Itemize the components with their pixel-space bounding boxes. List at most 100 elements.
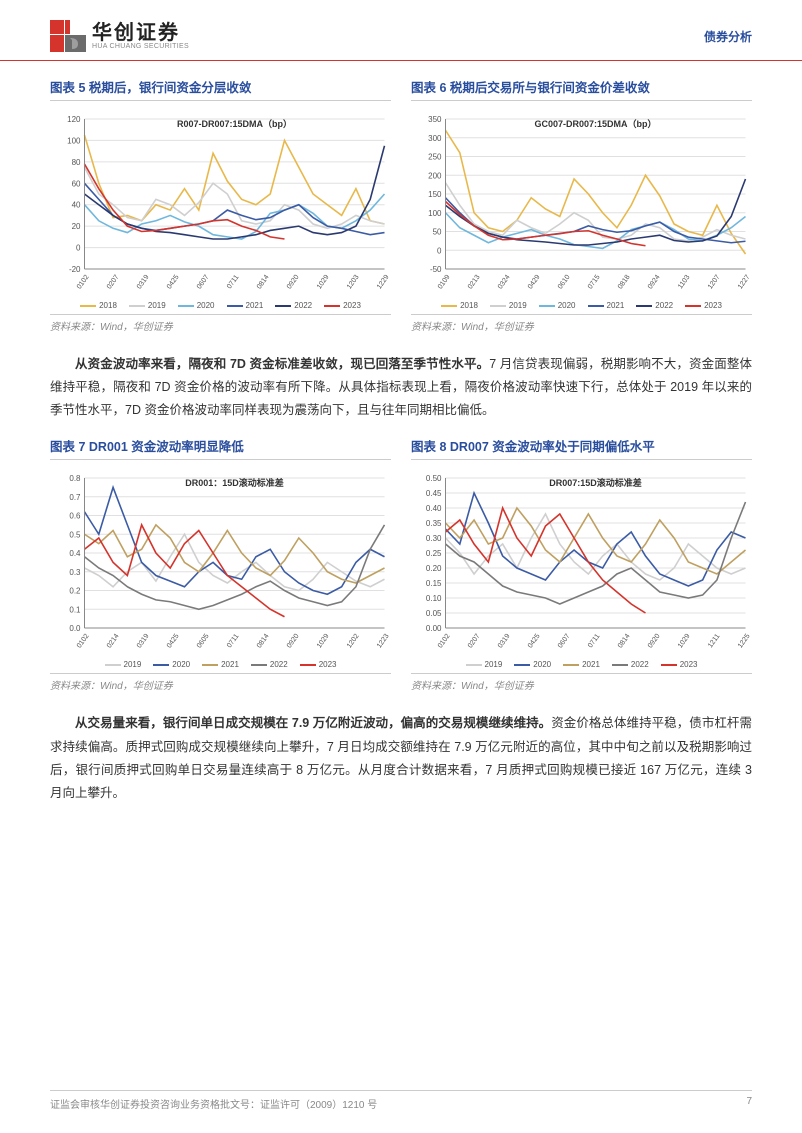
legend-swatch [105, 664, 121, 666]
svg-text:0.2: 0.2 [69, 587, 81, 596]
legend-swatch [324, 305, 340, 307]
legend-label: 2022 [270, 660, 288, 669]
chart6-source: 资料来源：Wind，华创证券 [411, 314, 752, 333]
legend-label: 2023 [704, 301, 722, 310]
chart8-legend: 20192020202120222023 [411, 660, 752, 669]
svg-text:0.20: 0.20 [426, 564, 442, 573]
legend-item: 2021 [227, 301, 264, 310]
svg-text:0.8: 0.8 [69, 474, 81, 483]
legend-item: 2023 [324, 301, 361, 310]
legend-label: 2022 [655, 301, 673, 310]
company-logo-block: 华创证券 HUA CHUANG SECURITIES [50, 20, 189, 52]
legend-item: 2021 [588, 301, 625, 310]
svg-text:DR007:15D滚动标准差: DR007:15D滚动标准差 [549, 477, 642, 488]
legend-label: 2022 [631, 660, 649, 669]
legend-swatch [636, 305, 652, 307]
legend-item: 2022 [275, 301, 312, 310]
legend-item: 2020 [514, 660, 551, 669]
svg-text:0.6: 0.6 [69, 512, 81, 521]
svg-text:100: 100 [428, 209, 442, 218]
legend-swatch [300, 664, 316, 666]
svg-text:60: 60 [72, 179, 81, 188]
legend-label: 2023 [319, 660, 337, 669]
legend-label: 2018 [460, 301, 478, 310]
company-name-en: HUA CHUANG SECURITIES [92, 43, 189, 50]
svg-text:0: 0 [437, 246, 442, 255]
legend-item: 2022 [251, 660, 288, 669]
legend-label: 2023 [680, 660, 698, 669]
chart8-title: 图表 8 DR007 资金波动率处于同期偏低水平 [411, 436, 752, 460]
chart5-legend: 201820192020202120222023 [50, 301, 391, 310]
svg-text:0.30: 0.30 [426, 534, 442, 543]
legend-label: 2021 [607, 301, 625, 310]
legend-swatch [612, 664, 628, 666]
svg-text:0.25: 0.25 [426, 549, 442, 558]
svg-text:80: 80 [72, 158, 81, 167]
svg-text:250: 250 [428, 153, 442, 162]
svg-text:0.35: 0.35 [426, 519, 442, 528]
chart7-legend: 2019 2020 2021 2022 2023 [50, 660, 391, 669]
legend-swatch [202, 664, 218, 666]
legend-label: 2021 [221, 660, 239, 669]
chart5-source: 资料来源：Wind，华创证券 [50, 314, 391, 333]
legend-item: 2023 [685, 301, 722, 310]
svg-text:0.15: 0.15 [426, 579, 442, 588]
svg-text:0.40: 0.40 [426, 504, 442, 513]
svg-text:120: 120 [67, 115, 81, 124]
legend-label: 2023 [343, 301, 361, 310]
para1-bold: 从资金波动率来看，隔夜和 7D 资金标准差收敛，现已回落至季节性水平。 [75, 357, 489, 371]
svg-text:0.10: 0.10 [426, 594, 442, 603]
legend-item: 2019 [129, 301, 166, 310]
page-number: 7 [746, 1096, 752, 1111]
legend-swatch [227, 305, 243, 307]
svg-text:20: 20 [72, 222, 81, 231]
chart7-title: 图表 7 DR001 资金波动率明显降低 [50, 436, 391, 460]
svg-text:0: 0 [76, 244, 81, 253]
legend-swatch [466, 664, 482, 666]
legend-swatch [563, 664, 579, 666]
svg-text:200: 200 [428, 171, 442, 180]
legend-item: 2023 [300, 660, 337, 669]
svg-text:0.4: 0.4 [69, 549, 81, 558]
chart6-legend: 2018 2019 2020 2021 2022 2023 [411, 301, 752, 310]
page-header: 华创证券 HUA CHUANG SECURITIES 债券分析 [0, 0, 802, 61]
legend-label: 2020 [533, 660, 551, 669]
legend-item: 2020 [153, 660, 190, 669]
legend-label: 2019 [148, 301, 166, 310]
chart5-title: 图表 5 税期后，银行间资金分层收敛 [50, 77, 391, 101]
svg-text:-50: -50 [430, 265, 442, 274]
svg-text:0.3: 0.3 [69, 568, 81, 577]
chart6-title: 图表 6 税期后交易所与银行间资金价差收敛 [411, 77, 752, 101]
legend-item: 2022 [636, 301, 673, 310]
svg-text:0.0: 0.0 [69, 624, 81, 633]
chart7-source: 资料来源：Wind，华创证券 [50, 673, 391, 692]
page-footer: 证监会审核华创证券投资咨询业务资格批文号：证监许可（2009）1210 号 7 [50, 1090, 752, 1111]
legend-label: 2019 [124, 660, 142, 669]
legend-item: 2021 [563, 660, 600, 669]
legend-label: 2022 [294, 301, 312, 310]
svg-text:0.7: 0.7 [69, 493, 81, 502]
legend-swatch [251, 664, 267, 666]
legend-label: 2020 [558, 301, 576, 310]
legend-item: 2019 [105, 660, 142, 669]
company-name-cn: 华创证券 [92, 23, 189, 43]
svg-text:DR001：15D滚动标准差: DR001：15D滚动标准差 [185, 477, 284, 488]
company-logo-icon [50, 20, 86, 52]
svg-text:100: 100 [67, 136, 81, 145]
legend-item: 2019 [490, 301, 527, 310]
doc-category: 债券分析 [704, 28, 752, 45]
paragraph-1: 从资金波动率来看，隔夜和 7D 资金标准差收敛，现已回落至季节性水平。7 月信贷… [50, 353, 752, 422]
svg-text:50: 50 [433, 228, 442, 237]
legend-swatch [490, 305, 506, 307]
legend-swatch [153, 664, 169, 666]
svg-text:40: 40 [72, 201, 81, 210]
svg-text:350: 350 [428, 115, 442, 124]
chart8-svg: 0.000.050.100.150.200.250.300.350.400.45… [411, 468, 752, 658]
legend-swatch [685, 305, 701, 307]
svg-text:GC007-DR007:15DMA（bp）: GC007-DR007:15DMA（bp） [534, 119, 656, 129]
svg-text:-20: -20 [69, 265, 81, 274]
chart6-svg: -500501001502002503003500109021303240429… [411, 109, 752, 299]
legend-label: 2019 [509, 301, 527, 310]
svg-text:0.45: 0.45 [426, 489, 442, 498]
legend-swatch [539, 305, 555, 307]
